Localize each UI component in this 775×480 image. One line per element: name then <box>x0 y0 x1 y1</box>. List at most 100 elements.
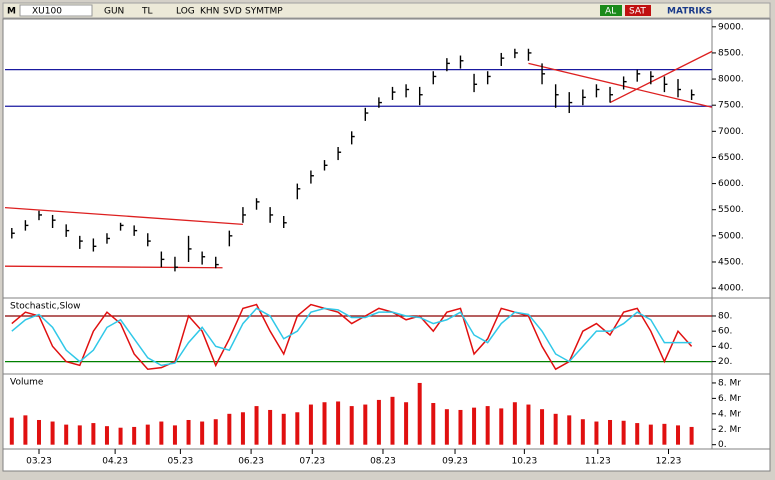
volume-bar <box>349 406 354 445</box>
x-tick-label: 08.23 <box>370 457 396 467</box>
y-tick-label: 40. <box>718 342 732 352</box>
volume-bar <box>472 407 477 445</box>
volume-bar <box>281 413 286 445</box>
toolbar-button[interactable]: SVD <box>223 7 242 17</box>
trend-line <box>4 265 223 269</box>
volume-bar <box>132 426 137 445</box>
volume-bar <box>159 421 164 445</box>
volume-bar <box>9 417 14 445</box>
y-tick-label: 60. <box>718 327 732 337</box>
volume-bar <box>336 401 341 445</box>
chart-bg <box>2 18 771 472</box>
volume-bar <box>200 421 205 445</box>
x-tick-label: 07.23 <box>299 457 325 467</box>
y-tick-label: 4500. <box>718 257 744 267</box>
y-tick-label: 5500. <box>718 205 744 215</box>
y-tick-label: 8000. <box>718 75 744 85</box>
y-tick-label: 4. Mr <box>718 409 741 419</box>
volume-bar <box>104 426 109 445</box>
buy-button[interactable] <box>600 5 622 16</box>
volume-bar <box>322 402 327 445</box>
brand: MATRIKS <box>667 7 712 17</box>
stochastic-line <box>11 303 693 371</box>
sell-label[interactable]: SAT <box>629 7 646 17</box>
toolbar-button[interactable]: KHN <box>200 7 219 17</box>
volume-bar <box>363 404 368 445</box>
volume-bar <box>485 406 490 445</box>
volume-bar <box>254 406 259 445</box>
volume-bar <box>635 423 640 445</box>
volume-bar <box>23 415 28 445</box>
volume-bar <box>689 426 694 445</box>
volume-bar <box>594 421 599 445</box>
volume-bar <box>213 419 218 445</box>
x-tick-label: 06.23 <box>238 457 264 467</box>
buy-label[interactable]: AL <box>605 7 616 17</box>
volume-bar <box>64 424 69 445</box>
sell-button[interactable] <box>625 5 651 16</box>
volume-bar <box>376 399 381 445</box>
y-tick-label: 6. Mr <box>718 394 741 404</box>
y-tick-label: 4000. <box>718 284 744 294</box>
symbol[interactable]: XU100 <box>32 7 62 17</box>
volume-bar <box>268 409 273 445</box>
x-tick-label: 05.23 <box>168 457 194 467</box>
volume-bar <box>417 382 422 445</box>
volume-bar <box>404 402 409 445</box>
y-tick-label: 5000. <box>718 231 744 241</box>
volume-bar <box>186 419 191 445</box>
toolbar-bg <box>2 2 771 19</box>
volume-bar <box>145 424 150 445</box>
toolbar-button[interactable]: SYM <box>245 7 264 17</box>
panel-title: Stochastic,Slow <box>10 302 81 312</box>
volume-bar <box>36 419 41 445</box>
trend-line <box>528 62 713 108</box>
currency[interactable]: TL <box>141 7 153 17</box>
volume-bar <box>458 409 463 445</box>
volume-bar <box>431 403 436 445</box>
x-tick-label: 03.23 <box>26 457 52 467</box>
y-tick-label: 8500. <box>718 48 744 58</box>
period[interactable]: GUN <box>104 7 124 17</box>
volume-bar <box>621 420 626 445</box>
volume-bar <box>444 409 449 445</box>
volume-bar <box>240 412 245 445</box>
y-tick-label: 7500. <box>718 101 744 111</box>
y-tick-label: 6500. <box>718 153 744 163</box>
volume-bar <box>648 424 653 445</box>
toolbar-button[interactable]: LOG <box>176 7 195 17</box>
x-tick-label: 10.23 <box>511 457 537 467</box>
volume-bar <box>676 425 681 445</box>
trend-line <box>4 206 243 226</box>
volume-bar <box>662 423 667 445</box>
x-tick-label: 12.23 <box>656 457 682 467</box>
volume-bar <box>50 421 55 445</box>
toolbar: M XU100 GUN TL LOG KHN SVD SYM TMP AL SA… <box>2 2 771 19</box>
y-tick-label: 80. <box>718 311 732 321</box>
volume-bar <box>390 396 395 445</box>
volume-bar <box>580 419 585 445</box>
volume-bar <box>118 427 123 445</box>
volume-bar <box>526 404 531 445</box>
y-tick-label: 9000. <box>718 22 744 32</box>
menu[interactable]: M <box>7 7 16 17</box>
volume-bar <box>295 412 300 445</box>
volume-bar <box>172 425 177 445</box>
y-tick-label: 20. <box>718 357 732 367</box>
trend-line <box>609 50 713 104</box>
volume-bar <box>553 413 558 445</box>
toolbar-button[interactable]: TMP <box>263 7 283 17</box>
panel-title: Volume <box>10 378 44 388</box>
symbol-box[interactable] <box>19 4 93 17</box>
y-tick-label: 2. Mr <box>718 425 741 435</box>
y-tick-label: 8. Mr <box>718 378 741 388</box>
volume-bar <box>91 423 96 445</box>
volume-bar <box>512 402 517 445</box>
volume-bar <box>540 409 545 445</box>
y-tick-label: 7000. <box>718 127 744 137</box>
x-tick-label: 09.23 <box>442 457 468 467</box>
volume-bar <box>77 425 82 445</box>
volume-bar <box>227 413 232 445</box>
volume-bar <box>308 404 313 445</box>
